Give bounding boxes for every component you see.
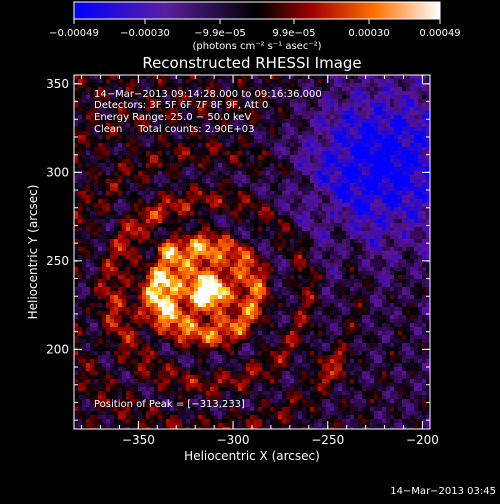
annotation-clean-counts: Clean Total counts: 2.90E+03 xyxy=(94,124,254,135)
annotation-time-range: 14−Mar−2013 09:14:28.000 to 09:16:36.000 xyxy=(94,89,322,100)
annotation-peak-position: Position of Peak = [−313,233] xyxy=(94,399,245,410)
x-tick-label: −200 xyxy=(406,433,439,447)
annotation-energy-range: Energy Range: 25.0 − 50.0 keV xyxy=(94,112,251,123)
x-tick-label: −250 xyxy=(311,433,344,447)
y-tick-label: 200 xyxy=(46,342,69,356)
colorbar-tick-label: 0.00049 xyxy=(419,28,460,39)
annotation-detectors: Detectors: 3F 5F 6F 7F 8F 9F, Att 0 xyxy=(94,100,268,111)
y-tick-label: 350 xyxy=(46,77,69,91)
y-tick-label: 300 xyxy=(46,165,69,179)
x-tick-label: −300 xyxy=(217,433,250,447)
colorbar-tick-label: −9.9e−05 xyxy=(194,28,246,39)
colorbar-ticks: −0.00049 −0.00030 −9.9e−05 9.9e−05 0.00030 0.… xyxy=(49,19,461,39)
y-tick-label: 250 xyxy=(46,254,69,268)
chart-title: Reconstructed RHESSI Image xyxy=(142,54,361,72)
y-axis-label: Heliocentric Y (arcsec) xyxy=(26,185,40,320)
colorbar xyxy=(74,2,440,19)
footer-date: 14−Mar−2013 03:45 xyxy=(390,486,496,497)
colorbar-unit-label: (photons cm⁻² s⁻¹ asec⁻²) xyxy=(192,41,321,52)
colorbar-tick-label: −0.00030 xyxy=(120,28,170,39)
x-tick-label: −350 xyxy=(122,433,155,447)
colorbar-tick-label: −0.00049 xyxy=(49,28,99,39)
colorbar-tick-label: 0.00030 xyxy=(348,28,389,39)
colorbar-tick-label: 9.9e−05 xyxy=(272,28,315,39)
x-axis-label: Heliocentric X (arcsec) xyxy=(184,449,320,463)
